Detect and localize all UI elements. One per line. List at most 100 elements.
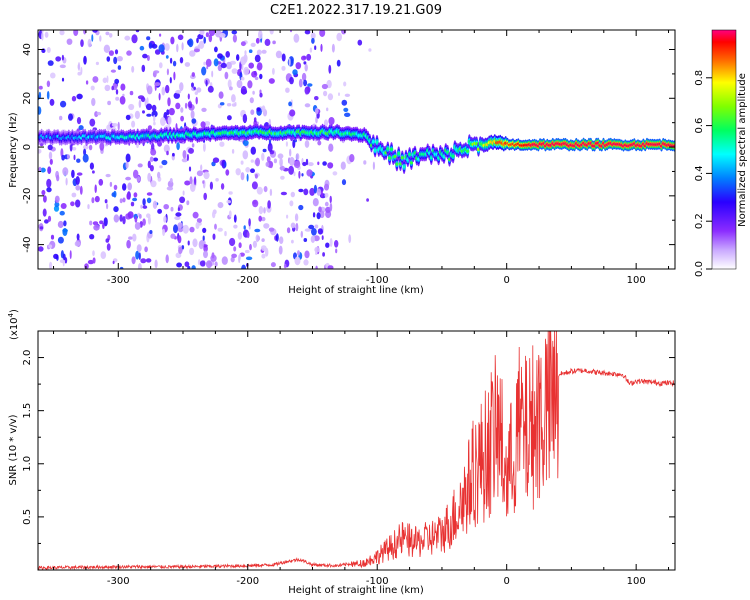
spectrogram-noise-cell — [318, 206, 322, 213]
spectrogram-noise-cell — [140, 204, 143, 209]
spectrogram-noise-cell — [317, 228, 323, 235]
spectrogram-noise-cell — [163, 204, 169, 210]
colorbar-tick-label: 0.8 — [694, 70, 705, 86]
spectrogram-noise-cell — [135, 250, 140, 260]
spectrogram-noise-cell — [263, 186, 268, 193]
spectrogram-noise-cell — [96, 111, 102, 116]
spectrogram-noise-cell — [158, 44, 165, 53]
spectrogram-noise-cell — [327, 93, 334, 101]
spectrogram-noise-cell — [66, 38, 73, 45]
spectrogram-noise-cell — [293, 171, 296, 177]
spectrogram-noise-cell — [119, 96, 126, 105]
spectrogram-noise-cell — [205, 79, 208, 87]
spectrogram-noise-cell — [297, 250, 300, 256]
spectrogram-noise-cell — [280, 191, 287, 196]
spectrogram-noise-cell — [228, 191, 233, 195]
spectrogram-noise-cell — [304, 228, 312, 232]
spectrogram-noise-cell — [242, 113, 248, 124]
spectrogram-noise-cell — [203, 192, 207, 201]
colorbar-tick-label: 0.0 — [694, 261, 705, 277]
spectrogram-noise-cell — [124, 35, 131, 41]
spectrogram-noise-cell — [103, 217, 108, 227]
spectrogram-x-tick-label: -300 — [107, 275, 130, 286]
spectrogram-noise-cell — [332, 171, 338, 176]
spectrogram-noise-cell — [78, 125, 84, 131]
spectrogram-noise-cell — [323, 90, 328, 97]
spectrogram-noise-cell — [146, 113, 152, 117]
spectrogram-noise-cell — [125, 161, 129, 169]
spectrogram-noise-cell — [250, 146, 256, 155]
spectrogram-noise-cell — [242, 139, 249, 146]
spectrogram-noise-cell — [250, 42, 256, 48]
spectrogram-noise-cell — [261, 238, 265, 243]
spectrogram-noise-cell — [176, 43, 179, 53]
spectrogram-noise-cell — [138, 263, 142, 269]
spectrogram-noise-cell — [215, 178, 219, 182]
snr-y-axis-label: SNR (10 * v/v) — [8, 414, 19, 485]
spectrogram-noise-cell — [94, 195, 100, 203]
spectrogram-noise-cell — [134, 216, 138, 223]
spectrogram-noise-cell — [87, 204, 90, 210]
spectrogram-noise-cell — [61, 154, 65, 161]
spectrogram-noise-cell — [194, 176, 197, 186]
spectrogram-noise-cell — [202, 235, 205, 241]
spectrogram-noise-cell — [159, 62, 163, 69]
spectrogram-noise-cell — [203, 61, 206, 66]
spectrogram-noise-cell — [68, 113, 73, 121]
spectrogram-noise-cell — [298, 188, 304, 193]
spectrogram-noise-cell — [102, 77, 108, 84]
spectrogram-noise-cell — [259, 73, 263, 80]
spectrogram-noise-cell — [168, 107, 175, 116]
spectrogram-noise-cell — [134, 110, 140, 120]
spectrogram-noise-cell — [126, 193, 130, 200]
spectrogram-noise-cell — [214, 261, 218, 267]
spectrogram-noise-cell — [315, 265, 318, 269]
spectrogram-noise-cell — [138, 99, 142, 108]
spectrogram-noise-cell — [151, 142, 155, 151]
spectrogram-noise-cell — [79, 185, 83, 195]
spectrogram-noise-cell — [285, 87, 290, 93]
spectrogram-noise-cell — [153, 115, 156, 123]
spectrogram-noise-cell — [314, 224, 319, 229]
snr-y-multiplier: (x104) — [7, 309, 20, 340]
spectrogram-noise-cell — [262, 148, 267, 153]
spectrogram-noise-cell — [227, 115, 232, 121]
spectrogram-noise-cell — [217, 227, 223, 232]
spectrogram-noise-cell — [261, 152, 265, 161]
spectrogram-noise-cell — [127, 211, 134, 219]
spectrogram-noise-cell — [98, 178, 104, 186]
spectrogram-noise-cell — [181, 42, 184, 51]
spectrogram-noise-cell — [315, 116, 318, 124]
spectrogram-noise-cell — [152, 200, 158, 209]
spectrogram-noise-cell — [252, 240, 257, 248]
spectrogram-y-tick-label: 20 — [22, 92, 33, 105]
spectrogram-noise-cell — [131, 34, 138, 44]
spectrogram-noise-cell — [38, 246, 44, 252]
spectrogram-noise-cell — [286, 214, 289, 219]
spectrogram-noise-cell — [203, 142, 206, 152]
spectrogram-noise-cell — [319, 210, 325, 219]
spectrogram-noise-cell — [62, 228, 68, 236]
spectrogram-noise-cell — [217, 53, 223, 59]
spectrogram-noise-cell — [238, 254, 241, 264]
spectrogram-noise-cell — [106, 56, 111, 62]
spectrogram-noise-cell — [184, 102, 188, 109]
spectrogram-noise-cell — [103, 44, 111, 53]
spectrogram-noise-cell — [327, 265, 334, 269]
spectrogram-noise-cell — [235, 168, 241, 176]
spectrogram-noise-cell — [304, 30, 311, 35]
spectrogram-noise-cell — [249, 97, 254, 104]
spectrogram-noise-cell — [146, 197, 152, 204]
spectrogram-noise-cell — [131, 256, 136, 265]
spectrogram-noise-cell — [246, 173, 249, 182]
spectrogram-noise-cell — [142, 198, 146, 206]
spectrogram-noise-cell — [285, 141, 288, 147]
spectrogram-noise-cell — [309, 187, 315, 196]
spectrogram-noise-cell — [229, 237, 236, 247]
spectrogram-noise-cell — [363, 160, 367, 165]
spectrogram-noise-cell — [230, 256, 235, 263]
spectrogram-noise-cell — [197, 33, 204, 40]
spectrogram-noise-cell — [300, 230, 303, 238]
spectrogram-noise-cell — [76, 117, 82, 125]
